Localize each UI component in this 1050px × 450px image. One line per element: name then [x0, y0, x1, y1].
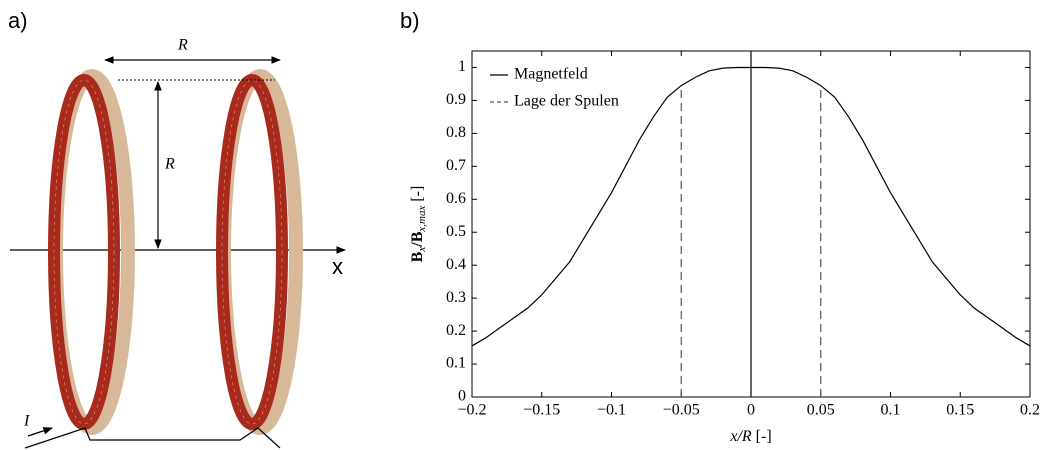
y-label-part: /B	[409, 231, 426, 247]
x-tick-label: 0.1	[881, 402, 901, 419]
y-tick-label: 0.6	[446, 190, 466, 207]
legend-label: Magnetfeld	[514, 66, 588, 83]
panel-label: b)	[400, 8, 420, 33]
y-tick-label: 0.5	[446, 223, 466, 240]
x-tick-label: 0.05	[807, 402, 835, 419]
y-tick-label: 0.7	[446, 157, 466, 174]
x-tick-label: −0.1	[597, 402, 626, 419]
diagram-label: I	[23, 413, 30, 430]
legend-label: Lage der Spulen	[514, 93, 619, 110]
y-label-part: [-]	[409, 186, 426, 206]
x-tick-label: −0.2	[457, 402, 486, 419]
y-tick-label: 0.3	[446, 289, 466, 306]
x-label-part: [-]	[752, 428, 772, 445]
y-tick-label: 0.8	[446, 124, 466, 141]
x-axis-label: x/R [-]	[729, 428, 771, 445]
diagram-label: x	[332, 254, 343, 279]
y-axis-label: Bx/Bx,max [-]	[409, 186, 428, 263]
coil-diagram: R R x I	[10, 37, 346, 449]
y-label-part: x	[416, 247, 428, 253]
y-tick-label: 0.4	[446, 256, 466, 273]
diagram-label: R	[177, 37, 188, 54]
y-tick-label: 0	[458, 388, 466, 405]
y-tick-label: 0.9	[446, 91, 466, 108]
y-tick-label: 1	[458, 58, 466, 75]
x-tick-label: 0.15	[946, 402, 974, 419]
x-label-part: x/R	[729, 428, 752, 445]
y-tick-label: 0.2	[446, 322, 466, 339]
data-line	[471, 66, 1031, 347]
x-tick-label: −0.05	[663, 402, 700, 419]
y-label-part: x,max	[416, 206, 428, 233]
x-tick-label: −0.15	[523, 402, 560, 419]
y-label-part: B	[409, 251, 426, 262]
x-tick-label: 0	[747, 402, 755, 419]
y-tick-label: 0.1	[446, 355, 466, 372]
panel-label: a)	[8, 8, 28, 33]
x-tick-label: 0.2	[1020, 402, 1040, 419]
diagram-label: R	[164, 156, 175, 173]
